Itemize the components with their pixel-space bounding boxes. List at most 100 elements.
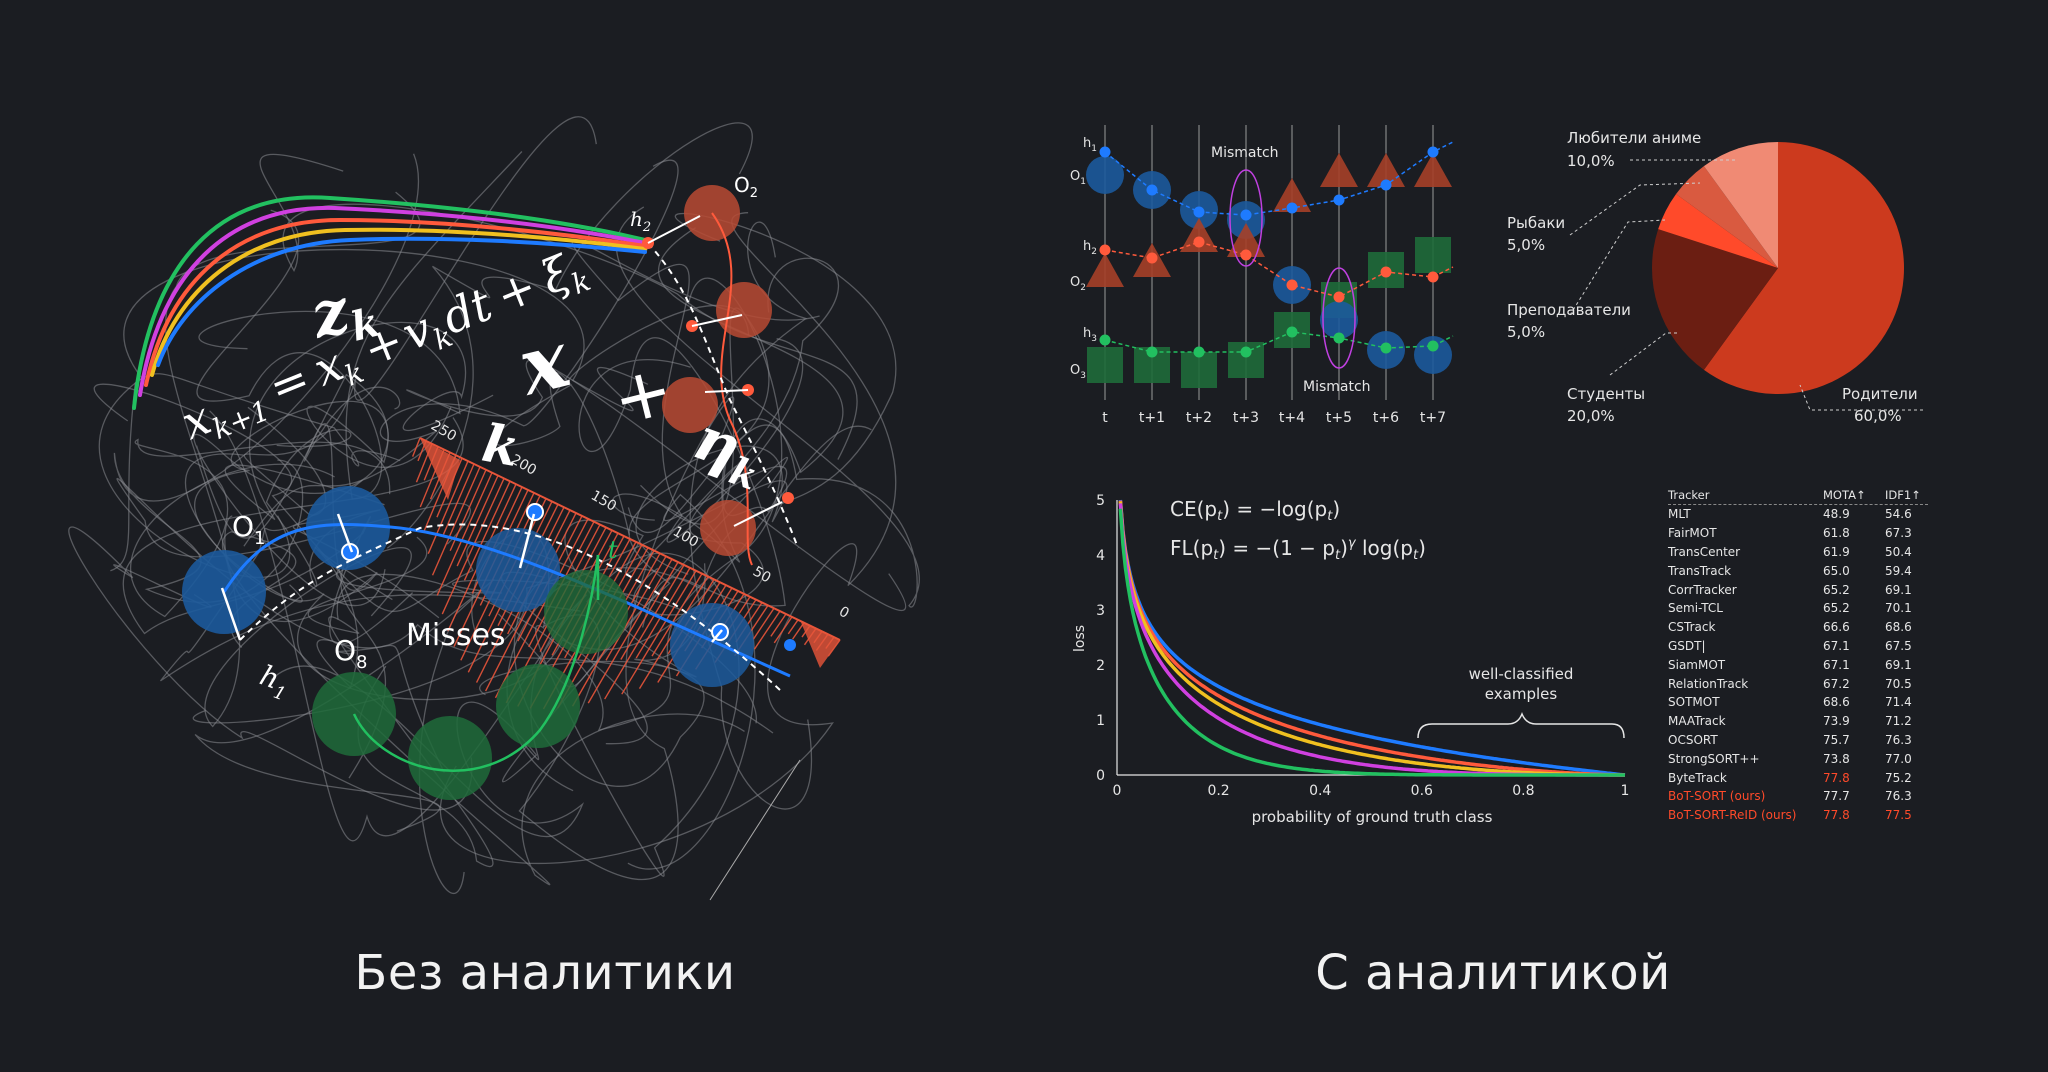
ruler-tick-0: 0 (836, 604, 852, 622)
mota-value: 77.8 (1823, 770, 1850, 785)
o2-circle-4 (700, 500, 756, 556)
idf1-value: 67.3 (1885, 526, 1912, 541)
loss-curve-gamma-0 (1118, 499, 1626, 777)
annotation-line2: examples (1485, 685, 1558, 703)
table-row: MAATrack 73.9 71.2 (1668, 712, 1928, 731)
scribble-stroke (571, 240, 820, 543)
pie-pct-fishers: 5,0% (1507, 236, 1545, 254)
pie-label-teachers: Преподаватели (1507, 301, 1631, 319)
track-object (1227, 223, 1265, 257)
track-object (1414, 336, 1452, 374)
table-row: CorrTracker 65.2 69.1 (1668, 580, 1928, 599)
svg-text:20,0%: 20,0% (1567, 407, 1615, 425)
pie-leaders (1569, 159, 1923, 411)
pie-slice (1703, 142, 1905, 395)
pie-slices (1652, 142, 1905, 395)
rainbow-curves (132, 195, 647, 410)
ruler-tick-150: 150 (588, 488, 619, 515)
track-object (1180, 218, 1218, 252)
mota-value: 65.2 (1823, 582, 1850, 597)
track-x-1: t+1 (1139, 410, 1165, 426)
scribble-stroke (439, 212, 897, 864)
pie-label-fishers: Рыбаки (1507, 214, 1565, 232)
loss-curve-gamma-4 (1118, 508, 1625, 777)
svg-text:h1: h1 (1083, 136, 1097, 154)
fan-wedge-left (420, 438, 460, 500)
row-h1-sub: 1 (1091, 144, 1097, 154)
mota-value: 73.9 (1823, 714, 1850, 729)
pie-chart: Любители аниме 10,0% Рыбаки 5,0% Препода… (1507, 129, 1923, 425)
svg-text:Любители аниме: Любители аниме (1567, 129, 1701, 147)
chaos-illustration: 250 200 150 100 50 0 (68, 116, 920, 901)
tracker-name: FairMOT (1668, 526, 1717, 541)
idf1-value: 71.2 (1885, 714, 1912, 729)
fan-wedge-right (800, 620, 840, 668)
idf1-value: 59.4 (1885, 563, 1912, 578)
idf1-value: 54.6 (1885, 507, 1912, 522)
mota-value: 67.1 (1823, 657, 1850, 672)
mota-value: 67.2 (1823, 676, 1850, 691)
row-h2: h (1083, 239, 1091, 254)
stray-line (709, 759, 801, 901)
leader-parents (1799, 384, 1923, 411)
fan-line (456, 475, 499, 567)
hypothesis-dot (1193, 206, 1205, 218)
svg-text:O2: O2 (734, 173, 758, 201)
idf1-value: 69.1 (1885, 657, 1912, 672)
header-mota: MOTA↑ (1823, 488, 1866, 502)
loss-curves (1118, 499, 1626, 777)
hypothesis-dot (1333, 291, 1345, 303)
scribble-stroke (113, 153, 420, 603)
pie-pct-anime: 10,0% (1567, 152, 1615, 170)
idf1-value: 68.6 (1885, 620, 1912, 635)
o2-sub: 2 (750, 186, 758, 201)
pie-label-anime: Любители аниме (1567, 129, 1701, 147)
o8-track (312, 554, 628, 800)
blue-curve (156, 236, 647, 367)
track-x-2: t+2 (1186, 410, 1212, 426)
o1-circle-4 (670, 603, 754, 687)
o1-track (182, 486, 796, 691)
ruler-edge (419, 437, 841, 641)
mota-value: 77.8 (1823, 808, 1850, 823)
row-o3-sub: 3 (1080, 371, 1086, 381)
svg-text:FL(pt) = −(1 − pt)γ log(pt): FL(pt) = −(1 − pt)γ log(pt) (1170, 536, 1426, 563)
hypothesis-dot (1193, 346, 1205, 358)
scribble-stroke (221, 531, 745, 886)
idf1-value: 67.5 (1885, 638, 1912, 653)
fan-line (752, 607, 775, 640)
track-object (1086, 156, 1124, 194)
tracker-name: CSTrack (1668, 620, 1716, 635)
fan-line (463, 480, 511, 581)
svg-text:Студенты: Студенты (1567, 385, 1645, 403)
leader-students (1609, 332, 1680, 376)
table-row: Semi-TCL 65.2 70.1 (1668, 599, 1928, 618)
svg-text:h3: h3 (1083, 326, 1097, 344)
row-h3: h (1083, 326, 1091, 341)
hypothesis-dot (1427, 146, 1439, 158)
fan-line (449, 469, 487, 552)
row-h2-sub: 2 (1091, 247, 1097, 257)
svg-text:h2: h2 (630, 207, 651, 235)
track-object (1415, 237, 1451, 273)
track-x-6: t+6 (1373, 410, 1399, 426)
magenta-curve (138, 205, 647, 397)
fan-line (427, 460, 469, 554)
mismatch-ellipse-bottom (1322, 267, 1356, 369)
track-shapes (1086, 141, 1454, 388)
pie-pct-parents: 60,0% (1854, 407, 1902, 425)
table-row: SiamMOT 67.1 69.1 (1668, 655, 1928, 674)
y-tick-label: 1 (1096, 713, 1105, 729)
mota-value: 61.8 (1823, 526, 1850, 541)
track-x-5: t+5 (1326, 410, 1352, 426)
svg-text:h2: h2 (1083, 239, 1097, 257)
table-row: StrongSORT++ 73.8 77.0 (1668, 749, 1928, 768)
leader-fishers (1569, 182, 1701, 236)
tracking-diagram: h1 O1 h2 O2 h3 O3 Mismatch Mismatch t t+… (1070, 125, 1454, 426)
pie-labels: Любители аниме 10,0% Рыбаки 5,0% Препода… (1507, 129, 1918, 425)
header-idf1: IDF1↑ (1885, 488, 1921, 502)
fan-line (442, 463, 475, 535)
fan-line (436, 472, 493, 596)
pie-label-students: Студенты (1567, 385, 1645, 403)
tracker-name: ByteTrack (1668, 770, 1727, 785)
